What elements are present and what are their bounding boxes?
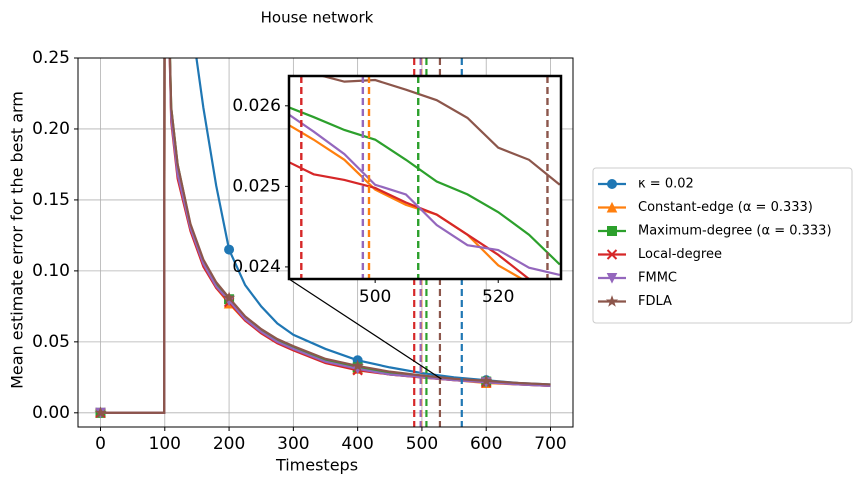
axes-frame bbox=[77, 57, 574, 428]
legend-box bbox=[592, 167, 853, 324]
legend-marker bbox=[607, 226, 617, 236]
y-axis-label: Mean estimate error for the best arm bbox=[8, 91, 27, 389]
marker bbox=[94, 406, 107, 419]
legend-label: FDLA bbox=[638, 294, 672, 309]
x-tick-label: 700 bbox=[534, 434, 566, 454]
y-tick-label: 0.024 bbox=[232, 257, 281, 277]
series-line bbox=[289, 113, 561, 277]
x-tick-label: 100 bbox=[149, 434, 181, 454]
y-tick-label: 0.15 bbox=[32, 190, 70, 210]
series-line bbox=[289, 106, 561, 266]
legend-label: κ = 0.02 bbox=[638, 177, 694, 192]
x-tick-label: 600 bbox=[470, 434, 502, 454]
y-tick-label: 0.026 bbox=[232, 96, 281, 116]
x-tick-label: 500 bbox=[406, 434, 438, 454]
y-tick-label: 0.20 bbox=[32, 119, 70, 139]
series-line bbox=[100, 58, 551, 414]
legend-label: Constant-edge (α = 0.333) bbox=[638, 200, 813, 215]
inset-frame bbox=[287, 74, 563, 281]
legend-label: Local-degree bbox=[638, 247, 722, 262]
y-tick-label: 0.25 bbox=[32, 48, 70, 68]
x-tick-label: 0 bbox=[95, 434, 106, 454]
zoom-connector bbox=[288, 278, 442, 380]
series-line bbox=[100, 58, 551, 414]
legend-marker bbox=[606, 249, 618, 260]
marker bbox=[351, 359, 364, 372]
x-tick-label: 400 bbox=[341, 434, 373, 454]
x-tick-label: 520 bbox=[482, 287, 514, 307]
marker bbox=[480, 374, 493, 387]
x-tick-label: 500 bbox=[359, 287, 391, 307]
legend-marker bbox=[606, 273, 618, 284]
x-axis-label: Timesteps bbox=[275, 456, 358, 475]
x-tick-label: 200 bbox=[213, 434, 245, 454]
marker bbox=[223, 291, 236, 304]
y-tick-label: 0.05 bbox=[32, 332, 70, 352]
series-line bbox=[318, 76, 561, 186]
series-line bbox=[100, 58, 551, 414]
y-tick-label: 0.10 bbox=[32, 261, 70, 281]
marker bbox=[224, 244, 235, 255]
y-tick-label: 0.00 bbox=[32, 403, 70, 423]
chart-title: House network bbox=[261, 9, 374, 27]
inset-plot bbox=[289, 76, 561, 279]
legend-label: FMMC bbox=[638, 271, 677, 286]
legend-label: Maximum-degree (α = 0.333) bbox=[638, 224, 832, 239]
x-tick-label: 300 bbox=[277, 434, 309, 454]
legend-marker bbox=[605, 295, 619, 307]
y-tick-label: 0.025 bbox=[232, 176, 281, 196]
legend-marker bbox=[607, 179, 617, 189]
legend-marker bbox=[606, 201, 618, 213]
